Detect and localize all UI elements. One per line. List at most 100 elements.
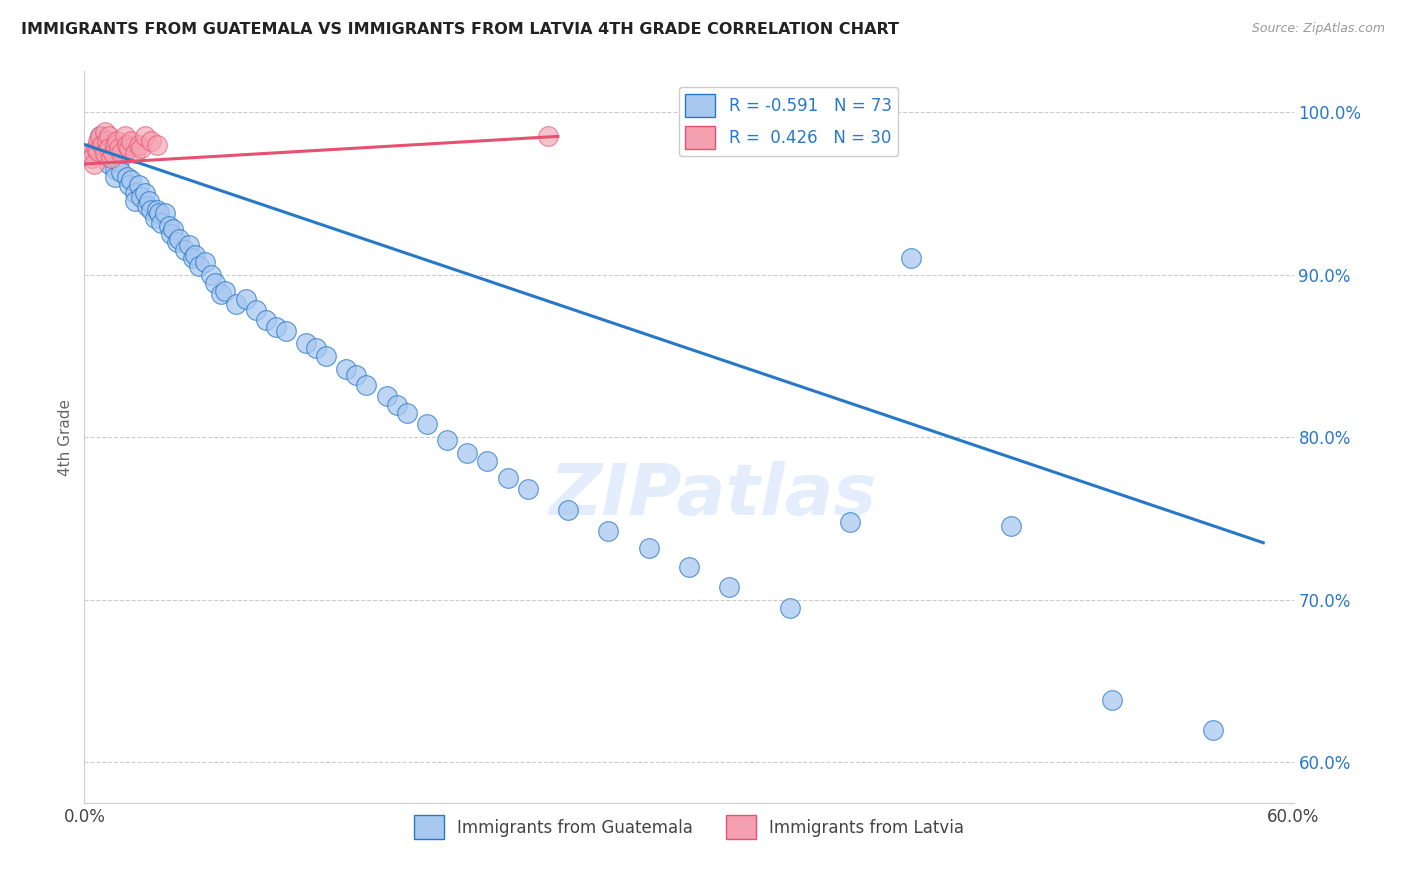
Point	[395, 406, 418, 420]
Text: IMMIGRANTS FROM GUATEMALA VS IMMIGRANTS FROM LATVIA 4TH GRADE CORRELATION CHART: IMMIGRANTS FROM GUATEMALA VS IMMIGRANTS …	[21, 22, 898, 37]
Point	[557, 503, 579, 517]
Point	[97, 157, 120, 171]
Text: Source: ZipAtlas.com: Source: ZipAtlas.com	[1251, 22, 1385, 36]
Point	[107, 141, 129, 155]
Point	[138, 194, 160, 209]
Point	[718, 580, 741, 594]
Point	[124, 194, 146, 209]
Point	[107, 153, 129, 168]
Point	[678, 560, 700, 574]
Point	[115, 169, 138, 184]
Point	[91, 137, 114, 152]
Point	[496, 471, 519, 485]
Point	[356, 378, 378, 392]
Point	[416, 417, 439, 431]
Point	[128, 178, 150, 193]
Point	[209, 287, 232, 301]
Legend: Immigrants from Guatemala, Immigrants from Latvia: Immigrants from Guatemala, Immigrants fr…	[406, 809, 972, 846]
Point	[637, 541, 659, 555]
Y-axis label: 4th Grade: 4th Grade	[58, 399, 73, 475]
Point	[157, 219, 180, 233]
Point	[166, 235, 188, 249]
Point	[110, 145, 132, 160]
Point	[335, 361, 357, 376]
Point	[86, 141, 108, 155]
Point	[104, 161, 127, 176]
Point	[83, 157, 105, 171]
Point	[179, 238, 201, 252]
Point	[146, 202, 169, 217]
Point	[79, 145, 101, 160]
Point	[134, 129, 156, 144]
Point	[274, 325, 297, 339]
Point	[516, 482, 538, 496]
Point	[181, 252, 204, 266]
Point	[245, 303, 267, 318]
Point	[114, 129, 136, 144]
Text: ZIPatlas: ZIPatlas	[550, 461, 877, 530]
Point	[200, 268, 222, 282]
Point	[124, 186, 146, 201]
Point	[779, 600, 801, 615]
Point	[82, 151, 104, 165]
Point	[101, 145, 124, 160]
Point	[1101, 693, 1123, 707]
Point	[188, 260, 211, 274]
Point	[118, 178, 141, 193]
Point	[118, 141, 141, 155]
Point	[104, 137, 127, 152]
Point	[135, 199, 157, 213]
Point	[83, 145, 105, 160]
Point	[149, 215, 172, 229]
Point	[93, 124, 115, 138]
Point	[87, 134, 110, 148]
Point	[100, 151, 122, 165]
Point	[139, 134, 162, 148]
Point	[315, 349, 337, 363]
Point	[114, 145, 136, 160]
Point	[104, 169, 127, 184]
Point	[346, 368, 368, 383]
Point	[105, 134, 128, 148]
Point	[129, 141, 152, 155]
Point	[436, 434, 458, 448]
Point	[254, 313, 277, 327]
Point	[1000, 519, 1022, 533]
Point	[143, 211, 166, 225]
Point	[93, 145, 115, 160]
Point	[167, 232, 190, 246]
Point	[264, 319, 287, 334]
Point	[97, 129, 120, 144]
Point	[477, 454, 499, 468]
Point	[174, 243, 197, 257]
Point	[129, 189, 152, 203]
Point	[100, 151, 122, 165]
Point	[225, 297, 247, 311]
Point	[598, 524, 620, 539]
Point	[97, 141, 120, 155]
Point	[235, 292, 257, 306]
Point	[146, 137, 169, 152]
Point	[162, 222, 184, 236]
Point	[96, 134, 118, 148]
Point	[148, 206, 170, 220]
Point	[89, 129, 111, 144]
Point	[89, 129, 111, 144]
Point	[134, 186, 156, 201]
Point	[153, 206, 176, 220]
Point	[375, 389, 398, 403]
Point	[295, 335, 318, 350]
Point	[204, 276, 226, 290]
Point	[900, 252, 922, 266]
Point	[120, 134, 142, 148]
Point	[1202, 723, 1225, 737]
Point	[115, 137, 138, 152]
Point	[120, 173, 142, 187]
Point	[194, 254, 217, 268]
Point	[537, 129, 560, 144]
Point	[124, 145, 146, 160]
Point	[385, 398, 408, 412]
Point	[139, 202, 162, 217]
Point	[110, 165, 132, 179]
Point	[87, 144, 110, 158]
